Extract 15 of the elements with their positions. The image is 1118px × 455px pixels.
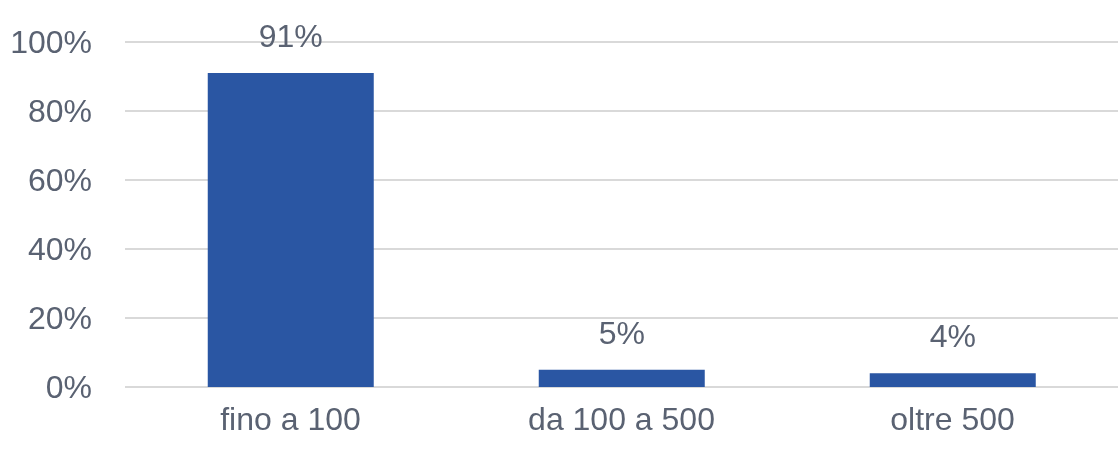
y-tick-label: 20% bbox=[27, 300, 92, 337]
y-tick-label: 40% bbox=[27, 231, 92, 268]
y-tick-label: 100% bbox=[10, 24, 92, 61]
data-label: 5% bbox=[598, 314, 645, 351]
y-tick-label: 80% bbox=[27, 93, 92, 130]
data-label: 4% bbox=[929, 318, 976, 355]
x-tick-label: oltre 500 bbox=[890, 400, 1015, 437]
bar bbox=[869, 373, 1036, 387]
y-tick-label: 60% bbox=[27, 162, 92, 199]
data-label: 91% bbox=[258, 18, 323, 55]
bar bbox=[207, 73, 374, 387]
bar bbox=[538, 369, 705, 387]
x-tick-label: fino a 100 bbox=[220, 400, 361, 437]
x-tick-label: da 100 a 500 bbox=[528, 400, 715, 437]
y-tick-label: 0% bbox=[45, 369, 92, 406]
